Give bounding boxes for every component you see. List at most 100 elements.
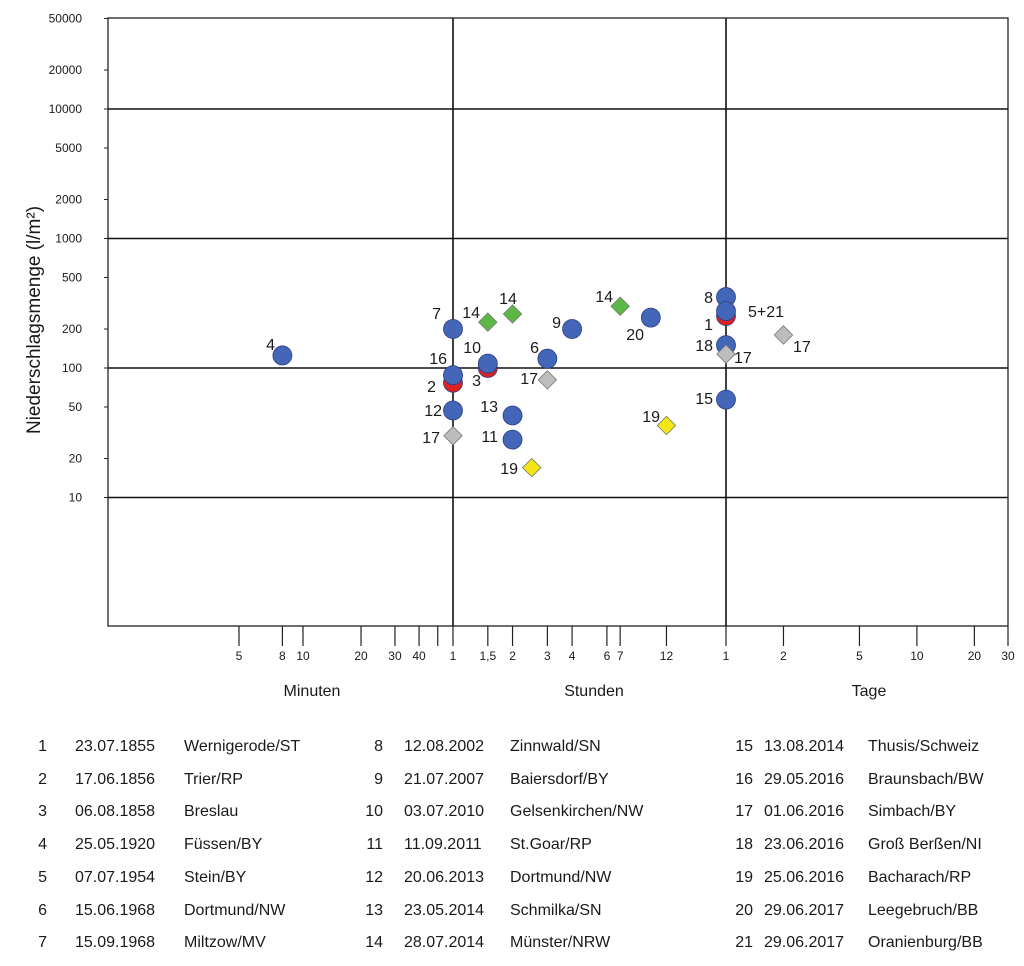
data-point-label: 18 xyxy=(695,338,713,355)
y-tick-label: 500 xyxy=(62,270,82,284)
legend-num: 15 xyxy=(735,738,753,755)
legend-place: Simbach/BY xyxy=(868,803,957,821)
data-point-label: 15 xyxy=(695,391,713,408)
data-point-label: 8 xyxy=(704,290,713,307)
legend-place: Füssen/BY xyxy=(184,836,263,854)
legend-date: 29.05.2016 xyxy=(764,770,845,788)
y-tick-label: 1000 xyxy=(55,232,82,246)
x-tick-label: 5 xyxy=(856,649,863,663)
legend-date: 20.06.2013 xyxy=(404,868,485,886)
legend-place: Groß Berßen/NI xyxy=(868,836,982,854)
legend-place: St.Goar/RP xyxy=(510,836,592,854)
legend-date: 07.07.1954 xyxy=(75,868,156,886)
legend-place: Braunsbach/BW xyxy=(868,770,984,788)
x-tick-label: 4 xyxy=(569,649,576,663)
data-point-blue-circle xyxy=(562,319,582,339)
legend-num: 7 xyxy=(38,934,47,952)
legend-num: 4 xyxy=(38,836,47,854)
y-tick-label: 100 xyxy=(62,361,82,375)
data-point-green-diamond xyxy=(478,312,498,332)
data-point-yellow-diamond xyxy=(521,457,542,478)
legend-place: Baiersdorf/BY xyxy=(510,770,609,788)
data-point-label: 17 xyxy=(422,430,440,447)
legend-place: Oranienburg/BB xyxy=(868,934,983,952)
legend-num: 13 xyxy=(365,901,383,919)
y-tick-label: 200 xyxy=(62,322,82,336)
y-tick-label: 20000 xyxy=(49,63,83,77)
legend-date: 25.06.2016 xyxy=(764,868,845,886)
legend-date: 23.07.1855 xyxy=(75,738,156,755)
legend-place: Trier/RP xyxy=(184,770,243,788)
data-point-blue-circle xyxy=(502,405,523,426)
legend-place: Gelsenkirchen/NW xyxy=(510,803,644,821)
data-point-blue-circle xyxy=(716,301,736,322)
data-point-label: 3 xyxy=(472,373,481,390)
plot-frame xyxy=(107,17,1009,627)
data-point-label: 14 xyxy=(499,291,517,308)
legend-place: Miltzow/MV xyxy=(184,934,266,952)
data-point-label: 16 xyxy=(429,351,447,368)
y-tick-label: 5000 xyxy=(55,141,82,155)
x-tick-label: 7 xyxy=(617,649,624,663)
legend-date: 11.09.2011 xyxy=(404,836,482,854)
data-point-label: 17 xyxy=(520,371,538,388)
x-tick-label: 12 xyxy=(660,649,674,663)
data-point-green-diamond xyxy=(502,304,523,324)
x-group-label-stunden: Stunden xyxy=(564,683,624,700)
legend-place: Stein/BY xyxy=(184,868,247,886)
x-tick-label: 40 xyxy=(412,649,426,663)
x-tick-label: 1 xyxy=(723,649,730,663)
x-tick-label: 3 xyxy=(544,649,551,663)
data-point-label: 17 xyxy=(734,350,752,367)
data-point-label: 6 xyxy=(530,340,539,357)
data-point-label: 2 xyxy=(427,379,436,396)
y-tick-label: 10000 xyxy=(49,102,83,116)
data-point-label: 12 xyxy=(424,403,442,420)
legend-place: Dortmund/NW xyxy=(510,868,612,886)
data-point-label: 10 xyxy=(463,340,481,357)
x-group-label-tage: Tage xyxy=(852,683,887,700)
legend-num: 9 xyxy=(374,770,383,788)
legend-date: 01.06.2016 xyxy=(764,803,845,821)
data-point-label: 19 xyxy=(642,409,660,426)
x-tick-label: 8 xyxy=(279,649,286,663)
data-point-label: 5+21 xyxy=(748,304,784,321)
x-tick-label: 2 xyxy=(780,649,787,663)
data-point-blue-circle xyxy=(477,353,498,374)
data-point-blue-circle xyxy=(640,307,661,328)
data-point-blue-circle xyxy=(272,345,293,366)
legend-date: 29.06.2017 xyxy=(764,901,845,919)
data-point-label: 14 xyxy=(462,305,480,322)
data-point-gray-diamond xyxy=(537,370,558,390)
legend-num: 16 xyxy=(735,770,753,788)
legend-num: 2 xyxy=(38,770,47,788)
legend-num: 1 xyxy=(38,738,47,755)
legend-num: 20 xyxy=(735,901,753,919)
legend-place: Thusis/Schweiz xyxy=(868,738,980,755)
x-tick-label: 20 xyxy=(354,649,368,663)
y-tick-label: 20 xyxy=(69,452,83,466)
legend-num: 17 xyxy=(735,803,753,821)
x-tick-label: 30 xyxy=(1001,649,1015,663)
data-point-yellow-diamond xyxy=(656,415,677,436)
legend-num: 3 xyxy=(38,803,47,821)
x-tick-label: 1,5 xyxy=(479,649,496,663)
legend-place: Leegebruch/BB xyxy=(868,901,979,919)
data-point-green-diamond xyxy=(610,296,630,316)
y-tick-label: 50000 xyxy=(49,11,83,25)
x-tick-label: 2 xyxy=(509,649,516,663)
data-point-label: 17 xyxy=(793,339,811,356)
x-tick-label: 30 xyxy=(388,649,402,663)
legend-place: Schmilka/SN xyxy=(510,901,602,919)
data-point-label: 20 xyxy=(626,327,644,344)
x-group-label-minuten: Minuten xyxy=(284,683,341,700)
x-tick-label: 1 xyxy=(450,649,457,663)
data-point-label: 14 xyxy=(595,289,613,306)
y-axis-label: Niederschlagsmenge (l/m²) xyxy=(24,206,45,434)
data-point-label: 7 xyxy=(432,306,441,323)
legend-num: 21 xyxy=(735,934,753,952)
legend-date: 12.08.2002 xyxy=(404,738,485,755)
scatter-chart: 50000 20000 10000 5000 2000 1000 500 200 100 50 20… xyxy=(24,11,1015,700)
legend-date: 21.07.2007 xyxy=(404,770,485,788)
